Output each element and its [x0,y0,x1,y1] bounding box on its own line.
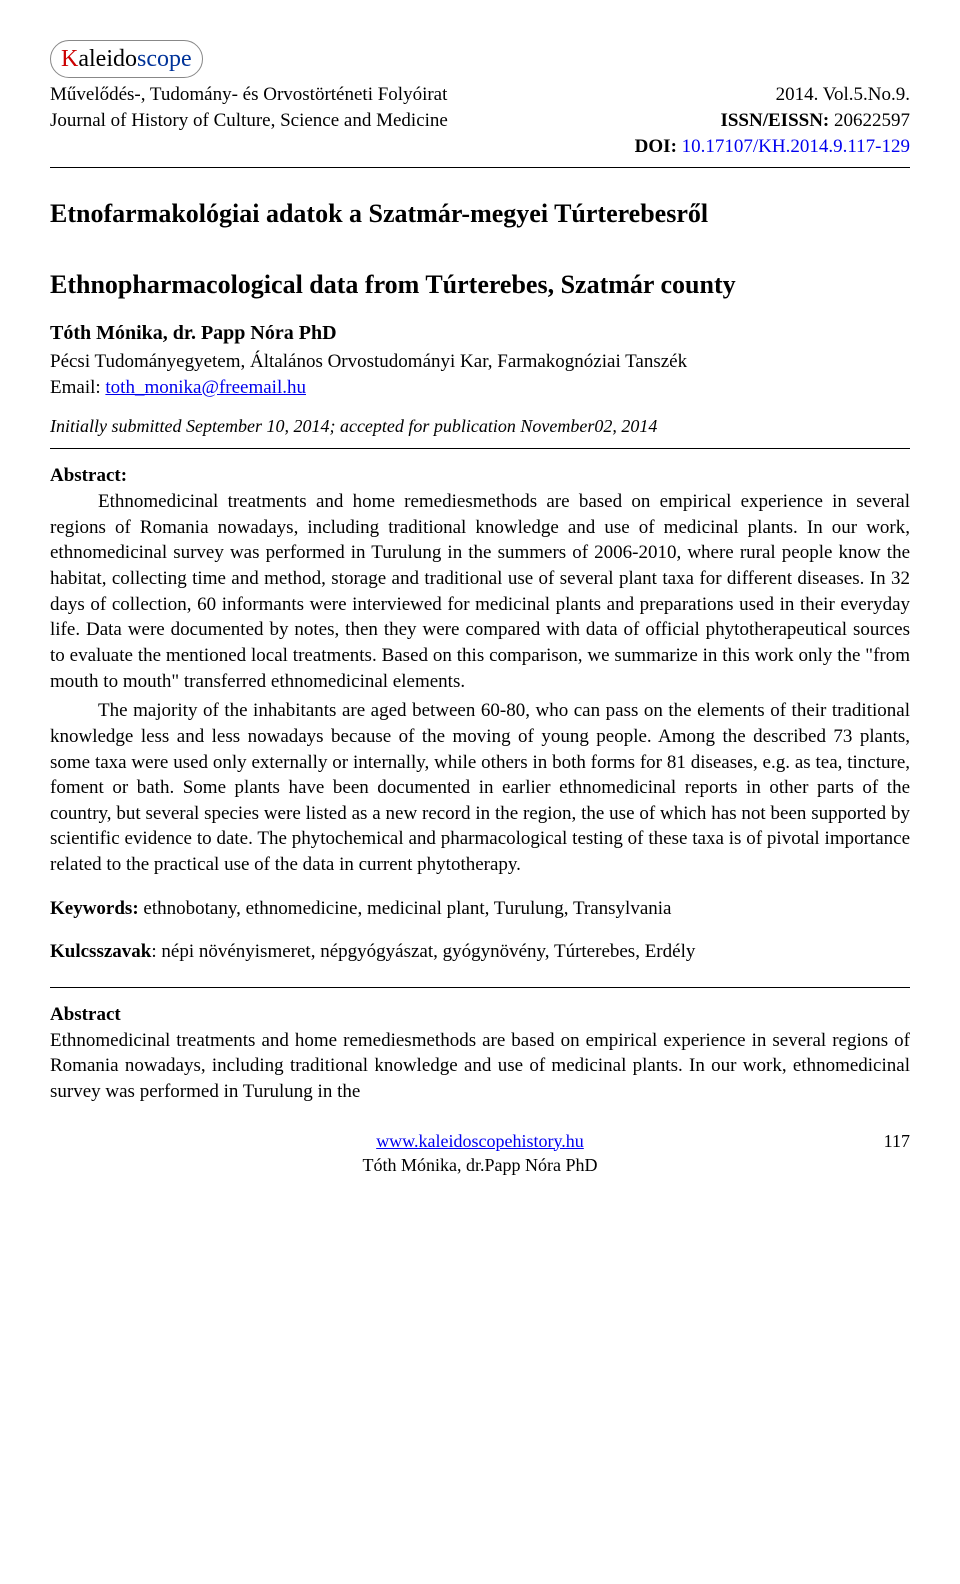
abstract-paragraph-1: Ethnomedicinal treatments and home remed… [50,489,910,694]
kulcsszavak-label: Kulcsszavak [50,941,151,962]
abstract2-label: Abstract [50,1002,910,1028]
issn-label: ISSN/EISSN: [720,110,829,131]
page-number: 117 [884,1129,910,1153]
issue-info: 2014. Vol.5.No.9. [776,82,910,108]
keywords-value: ethnobotany, ethnomedicine, medicinal pl… [143,898,671,919]
keywords-line: Keywords: ethnobotany, ethnomedicine, me… [50,896,910,922]
header-row-2: Journal of History of Culture, Science a… [50,108,910,134]
header-row-1: Művelődés-, Tudomány- és Orvostörténeti … [50,82,910,108]
logo-part-k: K [61,46,78,72]
footer-url-link[interactable]: www.kaleidoscopehistory.hu [376,1131,584,1151]
divider-1 [50,448,910,449]
page-footer: www.kaleidoscopehistory.hu 117 Tóth Móni… [50,1129,910,1178]
kulcsszavak-line: Kulcsszavak: népi növényismeret, népgyóg… [50,939,910,965]
affiliation: Pécsi Tudományegyetem, Általános Orvostu… [50,349,910,375]
journal-title-en: Journal of History of Culture, Science a… [50,108,448,134]
issn-info: ISSN/EISSN: 20622597 [720,108,910,134]
issn-value: 20622597 [834,110,910,131]
divider-2 [50,987,910,988]
doi-info: DOI: 10.17107/KH.2014.9.117-129 [635,134,910,160]
logo-part-scope: scope [137,46,192,72]
doi-label: DOI: [635,136,677,157]
kulcsszavak-value: : népi növényismeret, népgyógyászat, gyó… [151,941,695,962]
abstract-paragraph-2: The majority of the inhabitants are aged… [50,698,910,877]
abstract2-paragraph: Ethnomedicinal treatments and home remed… [50,1028,910,1105]
header-row-3: DOI: 10.17107/KH.2014.9.117-129 [50,134,910,160]
abstract2-body: Ethnomedicinal treatments and home remed… [50,1028,910,1105]
authors: Tóth Mónika, dr. Papp Nóra PhD [50,320,910,347]
abstract-label: Abstract: [50,463,910,489]
keywords-label: Keywords: [50,898,139,919]
submission-dates: Initially submitted September 10, 2014; … [50,414,910,438]
logo-part-mid: aleido [78,46,137,72]
article-title-en: Ethnopharmacological data from Túrterebe… [50,269,910,302]
article-title-hu: Etnofarmakológiai adatok a Szatmár-megye… [50,196,910,231]
email-label: Email: [50,377,101,398]
email-link[interactable]: toth_monika@freemail.hu [105,377,306,398]
doi-link[interactable]: 10.17107/KH.2014.9.117-129 [682,136,910,157]
abstract-body: Ethnomedicinal treatments and home remed… [50,489,910,878]
journal-logo: Kaleidoscope [50,40,203,78]
journal-title-hu: Művelődés-, Tudomány- és Orvostörténeti … [50,82,447,108]
footer-authors: Tóth Mónika, dr.Papp Nóra PhD [363,1155,598,1175]
email-line: Email: toth_monika@freemail.hu [50,375,910,401]
header-divider [50,167,910,168]
